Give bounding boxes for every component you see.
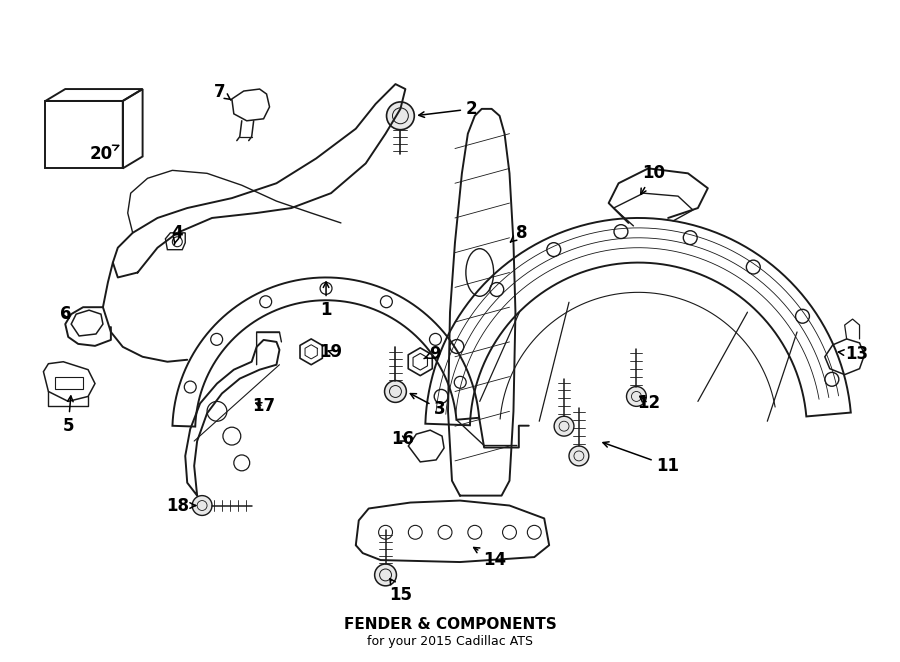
Text: 1: 1 — [320, 282, 332, 319]
Circle shape — [614, 224, 628, 238]
Circle shape — [172, 237, 183, 247]
Text: 16: 16 — [391, 430, 414, 448]
Text: 11: 11 — [603, 442, 680, 475]
Text: 19: 19 — [320, 343, 343, 361]
Circle shape — [381, 296, 392, 308]
Text: 15: 15 — [389, 579, 412, 604]
Text: 20: 20 — [89, 144, 119, 162]
Text: 12: 12 — [637, 395, 660, 412]
Circle shape — [490, 283, 504, 297]
Circle shape — [193, 496, 212, 516]
Circle shape — [384, 381, 407, 402]
Circle shape — [434, 389, 448, 403]
Circle shape — [450, 340, 464, 354]
Text: 8: 8 — [510, 224, 527, 242]
Circle shape — [184, 381, 196, 393]
Text: 2: 2 — [418, 100, 478, 118]
Text: 5: 5 — [62, 396, 74, 435]
Circle shape — [626, 387, 646, 406]
Text: 18: 18 — [166, 496, 195, 514]
Circle shape — [211, 334, 222, 346]
Circle shape — [796, 309, 809, 323]
Circle shape — [547, 243, 561, 257]
Circle shape — [825, 372, 839, 386]
Circle shape — [320, 283, 332, 295]
Text: 13: 13 — [839, 345, 868, 363]
Text: 3: 3 — [410, 394, 446, 418]
Circle shape — [386, 102, 414, 130]
Text: FENDER & COMPONENTS: FENDER & COMPONENTS — [344, 617, 556, 632]
Circle shape — [454, 377, 466, 389]
Circle shape — [683, 231, 698, 245]
Circle shape — [746, 260, 760, 274]
Circle shape — [554, 416, 574, 436]
Text: 9: 9 — [424, 345, 441, 363]
Text: 14: 14 — [473, 547, 506, 569]
Circle shape — [569, 446, 589, 466]
Text: 17: 17 — [252, 397, 275, 415]
Circle shape — [429, 334, 441, 346]
Text: 6: 6 — [60, 305, 72, 323]
Circle shape — [260, 296, 272, 308]
Text: 10: 10 — [641, 164, 665, 194]
Text: 7: 7 — [214, 83, 231, 101]
Text: for your 2015 Cadillac ATS: for your 2015 Cadillac ATS — [367, 635, 533, 648]
Text: 4: 4 — [172, 224, 183, 245]
Circle shape — [374, 564, 397, 586]
